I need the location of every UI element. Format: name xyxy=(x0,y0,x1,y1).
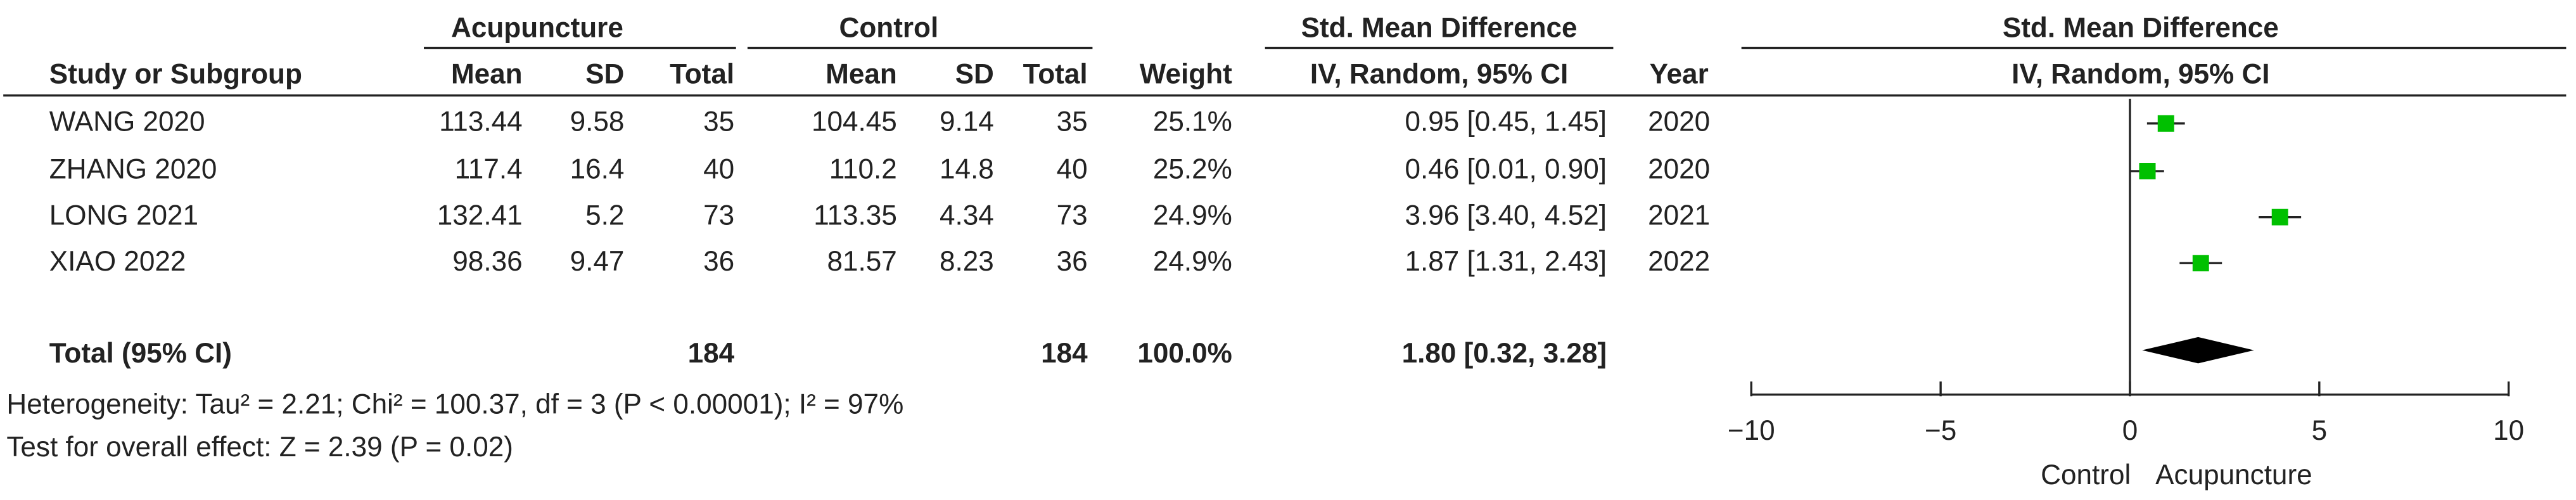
total-effect: 1.80 [0.32, 3.28] xyxy=(1402,338,1607,369)
cell: 40 xyxy=(1057,154,1088,185)
cell: 113.44 xyxy=(439,106,523,137)
x-tick-label: 0 xyxy=(2122,415,2138,446)
column-header: IV, Random, 95% CI xyxy=(2012,58,2269,89)
cell: 132.41 xyxy=(437,200,523,231)
group-header: Std. Mean Difference xyxy=(2003,13,2279,44)
cell: 36 xyxy=(1057,246,1088,277)
study-square xyxy=(2192,255,2209,272)
group-header: Control xyxy=(839,13,939,44)
weight: 24.9% xyxy=(1153,200,1232,231)
cell: 73 xyxy=(703,200,734,231)
effect-ci: 0.46 [0.01, 0.90] xyxy=(1405,154,1607,185)
study-name: WANG 2020 xyxy=(49,106,205,137)
cell: 14.8 xyxy=(940,154,994,185)
favours-label: Control xyxy=(2041,459,2131,490)
year: 2021 xyxy=(1648,200,1710,231)
cell: 16.4 xyxy=(570,154,625,185)
column-header: SD xyxy=(585,58,624,89)
cell: 104.45 xyxy=(812,106,897,137)
cell: 35 xyxy=(703,106,734,137)
column-header: Mean xyxy=(826,58,897,89)
effect-ci: 0.95 [0.45, 1.45] xyxy=(1405,106,1607,137)
cell: 5.2 xyxy=(585,200,624,231)
note: Test for overall effect: Z = 2.39 (P = 0… xyxy=(6,432,513,463)
x-tick-label: −10 xyxy=(1728,415,1775,446)
total-weight: 100.0% xyxy=(1137,338,1232,369)
group-header: Acupuncture xyxy=(451,13,623,44)
cell: 9.58 xyxy=(570,106,625,137)
effect-ci: 1.87 [1.31, 2.43] xyxy=(1405,246,1607,277)
column-header: SD xyxy=(955,58,994,89)
cell: 40 xyxy=(703,154,734,185)
x-tick-label: 5 xyxy=(2312,415,2328,446)
favours-label: Acupuncture xyxy=(2155,459,2312,490)
column-header: Year xyxy=(1650,58,1709,89)
cell: 8.23 xyxy=(940,246,994,277)
cell: 98.36 xyxy=(452,246,522,277)
weight: 25.2% xyxy=(1153,154,1232,185)
total-n: 184 xyxy=(1041,338,1088,369)
year: 2020 xyxy=(1648,106,1710,137)
column-header: Study or Subgroup xyxy=(49,58,302,89)
weight: 25.1% xyxy=(1153,106,1232,137)
total-label: Total (95% CI) xyxy=(49,338,232,369)
cell: 81.57 xyxy=(827,246,897,277)
cell: 113.35 xyxy=(813,200,897,231)
x-tick-label: 10 xyxy=(2493,415,2524,446)
study-square xyxy=(2139,163,2156,180)
cell: 73 xyxy=(1057,200,1088,231)
cell: 117.4 xyxy=(455,154,523,185)
cell: 36 xyxy=(703,246,734,277)
note: Heterogeneity: Tau² = 2.21; Chi² = 100.3… xyxy=(6,388,903,420)
cell: 9.47 xyxy=(570,246,625,277)
study-name: ZHANG 2020 xyxy=(49,154,217,185)
cell: 4.34 xyxy=(940,200,994,231)
study-square xyxy=(2271,208,2288,226)
study-square xyxy=(2157,115,2174,132)
year: 2020 xyxy=(1648,154,1710,185)
column-header: Total xyxy=(1023,58,1088,89)
cell: 110.2 xyxy=(829,154,897,185)
effect-ci: 3.96 [3.40, 4.52] xyxy=(1405,200,1607,231)
group-header: Std. Mean Difference xyxy=(1301,13,1578,44)
total-n: 184 xyxy=(688,338,735,369)
study-name: XIAO 2022 xyxy=(49,246,186,277)
column-header: Total xyxy=(670,58,734,89)
total-diamond xyxy=(2142,337,2255,364)
column-header: Weight xyxy=(1140,58,1232,89)
cell: 9.14 xyxy=(940,106,994,137)
study-name: LONG 2021 xyxy=(49,200,198,231)
column-header: Mean xyxy=(451,58,523,89)
weight: 24.9% xyxy=(1153,246,1232,277)
year: 2022 xyxy=(1648,246,1710,277)
cell: 35 xyxy=(1057,106,1088,137)
column-header: IV, Random, 95% CI xyxy=(1310,58,1568,89)
x-tick-label: −5 xyxy=(1925,415,1956,446)
